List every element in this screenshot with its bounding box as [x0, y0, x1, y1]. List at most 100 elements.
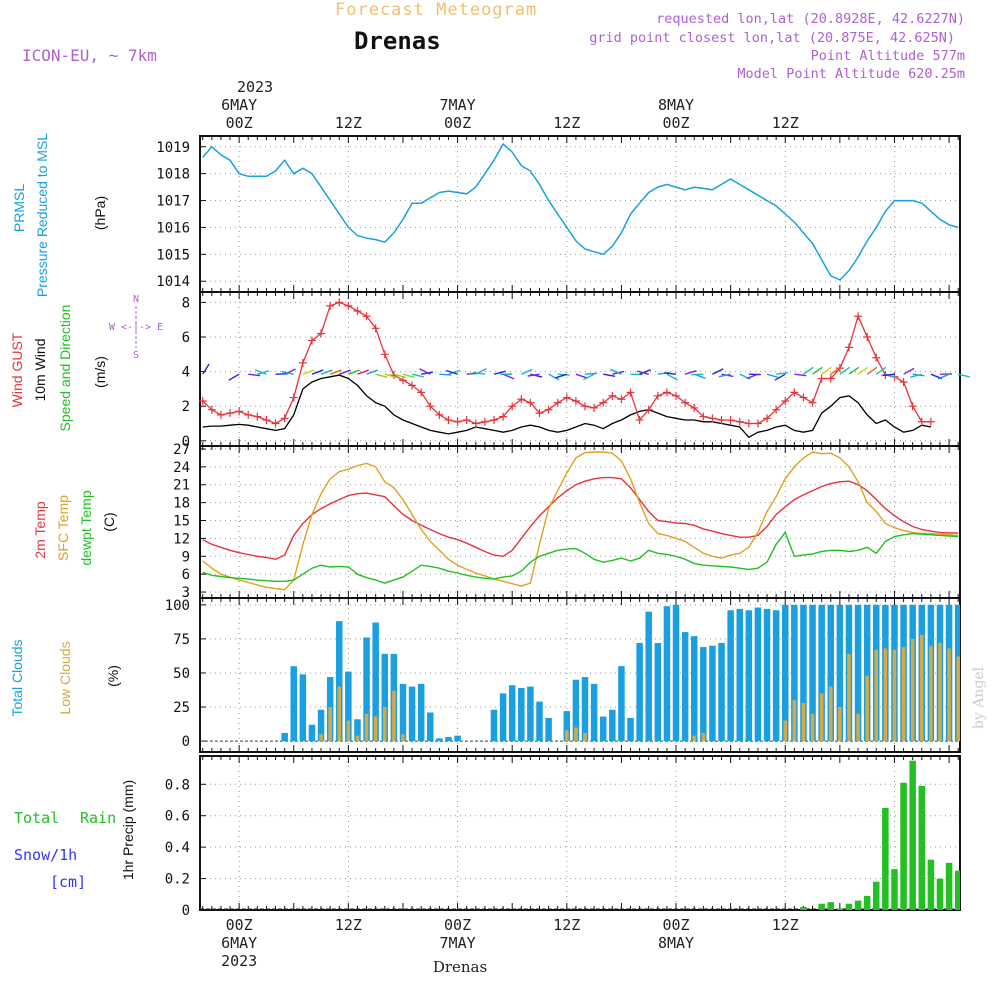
rain-bar	[818, 904, 825, 910]
top-hour-label: 00Z	[662, 114, 689, 132]
wind-arrow	[803, 367, 813, 374]
gust-marker	[909, 402, 917, 410]
y-tick-label: 24	[173, 460, 190, 476]
top-hour-label: 00Z	[444, 114, 471, 132]
y-tick-label: 0.8	[165, 777, 190, 793]
bottom-date-label: 7MAY	[440, 934, 476, 952]
bottom-date-label: 8MAY	[658, 934, 694, 952]
y-tick-label: 25	[173, 700, 190, 716]
gust-marker	[454, 418, 462, 426]
gust-marker	[845, 343, 853, 351]
bottom-date-label: 6MAY	[221, 934, 257, 952]
bottom-year-label: 2023	[221, 952, 257, 970]
y-tick-label: 1014	[156, 274, 190, 290]
bottom-hour-label: 00Z	[226, 916, 253, 934]
pressure-msl-label: Pressure Reduced to MSL	[34, 133, 50, 297]
requested-coords: requested lon,lat (20.8928E, 42.6227N)	[656, 11, 965, 27]
total-cloud-bar	[527, 687, 534, 742]
low-cloud-bar	[356, 736, 360, 741]
rain-bar	[846, 904, 853, 910]
low-cloud-bar	[793, 700, 797, 741]
gust-marker	[290, 394, 298, 402]
gust-marker	[463, 416, 471, 424]
total-cloud-bar	[400, 684, 407, 741]
total-cloud-bar	[746, 610, 753, 741]
low-cloud-bar	[692, 736, 696, 741]
y-tick-label: 6	[182, 567, 190, 583]
gust-marker	[736, 418, 744, 426]
gust-marker	[663, 388, 671, 396]
top-year: 2023	[237, 78, 273, 96]
total-cloud-bar	[655, 643, 662, 741]
hpa-label: (hPa)	[92, 196, 108, 230]
bottom-hour-label: 12Z	[553, 916, 580, 934]
gust-marker	[754, 420, 762, 428]
gust-marker	[472, 420, 480, 428]
wind-labels: Wind GUST 10m Wind Speed and Direction (…	[9, 294, 163, 431]
y-tick-label: 1018	[156, 167, 190, 183]
wind-arrow	[858, 367, 868, 374]
sfc-temp-label: SFC Temp	[55, 495, 71, 561]
total-clouds-label: Total Clouds	[9, 639, 25, 716]
pressure-labels: PRMSL Pressure Reduced to MSL (hPa)	[11, 133, 108, 297]
low-cloud-bar	[865, 676, 869, 741]
low-cloud-bar	[856, 714, 860, 741]
wind-arrow	[221, 366, 230, 374]
watermark: by Angel	[971, 666, 987, 729]
wind-arrow	[822, 367, 832, 374]
total-cloud-bar	[454, 736, 461, 741]
y-tick-label: 0	[182, 734, 190, 750]
rain-bar	[937, 879, 944, 910]
gust-marker	[900, 378, 908, 386]
total-cloud-bar	[491, 710, 498, 741]
rain-bar	[909, 761, 916, 910]
cloud-labels: Total Clouds Low Clouds (%)	[9, 639, 121, 716]
y-tick-label: 1019	[156, 140, 190, 156]
wind-arrow	[938, 374, 949, 379]
y-tick-label: 6	[182, 330, 190, 346]
total-cloud-bar	[300, 674, 307, 741]
temp-labels: 2m Temp SFC Temp dewpt Temp (C)	[32, 490, 117, 565]
rain-bar	[891, 869, 898, 910]
total-cloud-bar	[600, 717, 607, 742]
gust-marker	[563, 394, 571, 402]
panel-frame	[200, 756, 960, 910]
rain-bar	[873, 882, 880, 910]
total-cloud-bar	[436, 738, 443, 741]
gust-marker	[281, 414, 289, 422]
total-cloud-bar	[281, 733, 288, 741]
low-cloud-bar	[347, 721, 351, 741]
total-cloud-bar	[536, 702, 543, 742]
gust-marker	[226, 409, 234, 417]
rain-bar	[800, 907, 807, 910]
total-cloud-bar	[636, 643, 643, 741]
low-cloud-bar	[365, 714, 369, 741]
gust-marker	[326, 302, 334, 310]
gust-marker	[262, 416, 270, 424]
bottom-hour-label: 12Z	[335, 916, 362, 934]
wind-arrow	[229, 374, 239, 380]
bottom-hour-label: 00Z	[662, 916, 689, 934]
gust-marker	[481, 418, 489, 426]
rain-bar	[946, 863, 953, 910]
total-cloud-bar	[645, 612, 652, 741]
y-tick-label: 100	[165, 598, 190, 614]
rain-label: Rain	[80, 809, 116, 827]
rain-bar	[828, 902, 835, 910]
y-tick-label: 50	[173, 666, 190, 682]
wind-arrow	[203, 364, 209, 374]
low-cloud-bar	[829, 687, 833, 742]
total-cloud-bar	[664, 606, 671, 741]
wind-arrow	[867, 367, 877, 374]
low-cloud-bar	[702, 733, 706, 741]
bottom-location: Drenas	[433, 958, 487, 976]
rain-bar	[882, 808, 889, 910]
top-hour-label: 12Z	[772, 114, 799, 132]
gust-marker	[253, 413, 261, 421]
wind-arrow	[503, 374, 514, 379]
rain-bar	[955, 871, 960, 910]
model-altitude: Model Point Altitude 620.25m	[737, 66, 965, 82]
total-cloud-bar	[718, 643, 725, 741]
top-date-label: 7MAY	[440, 96, 476, 114]
